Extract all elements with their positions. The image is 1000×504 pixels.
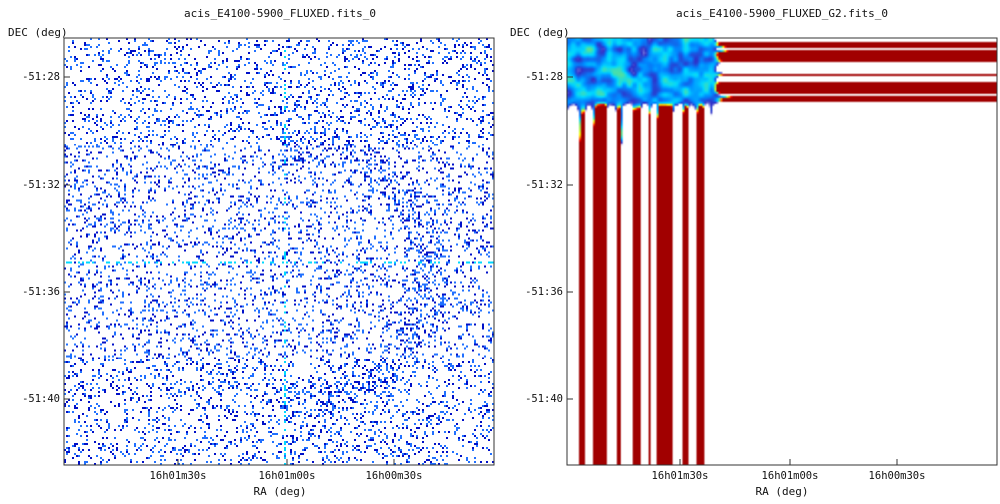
left-y-tick-label: -51:32 (22, 179, 60, 191)
panel-left-ylabel: DEC (deg) (8, 26, 68, 39)
right-y-ticks: -51:28 -51:32 -51:36 -51:40 (525, 71, 573, 405)
panel-right-title: acis_E4100-5900_FLUXED_G2.fits_0 (676, 7, 888, 20)
right-x-ticks: 16h01m30s 16h01m00s 16h00m30s (652, 459, 926, 482)
left-x-tick-label: 16h01m30s (150, 470, 207, 482)
panel-left: acis_E4100-5900_FLUXED.fits_0 DEC (deg) … (8, 7, 495, 498)
panel-right-ylabel: DEC (deg) (510, 26, 570, 39)
right-y-tick-label: -51:40 (525, 393, 563, 405)
right-x-tick-label: 16h00m30s (869, 470, 926, 482)
right-y-tick-label: -51:28 (525, 71, 563, 83)
right-y-tick-label: -51:32 (525, 179, 563, 191)
right-image (567, 38, 997, 465)
left-y-tick-label: -51:28 (22, 71, 60, 83)
right-y-tick-label: -51:36 (525, 286, 563, 298)
left-x-ticks: 16h01m30s 16h01m00s 16h00m30s (150, 459, 423, 482)
right-x-tick-label: 16h01m00s (762, 470, 819, 482)
right-x-tick-label: 16h01m30s (652, 470, 709, 482)
panel-right: acis_E4100-5900_FLUXED_G2.fits_0 DEC (de… (510, 7, 998, 498)
left-image (64, 38, 494, 465)
right-image-pixels (567, 38, 997, 465)
left-x-tick-label: 16h00m30s (366, 470, 423, 482)
panel-left-title: acis_E4100-5900_FLUXED.fits_0 (184, 7, 376, 20)
panel-left-xlabel: RA (deg) (254, 485, 307, 498)
panel-right-xlabel: RA (deg) (756, 485, 809, 498)
right-plot-frame (566, 37, 998, 466)
left-x-tick-label: 16h01m00s (259, 470, 316, 482)
left-plot-frame (63, 37, 495, 466)
left-y-tick-label: -51:36 (22, 286, 60, 298)
left-image-pixels (64, 38, 494, 465)
left-y-tick-label: -51:40 (22, 393, 60, 405)
left-y-ticks: -51:28 -51:32 -51:36 -51:40 (22, 71, 70, 405)
